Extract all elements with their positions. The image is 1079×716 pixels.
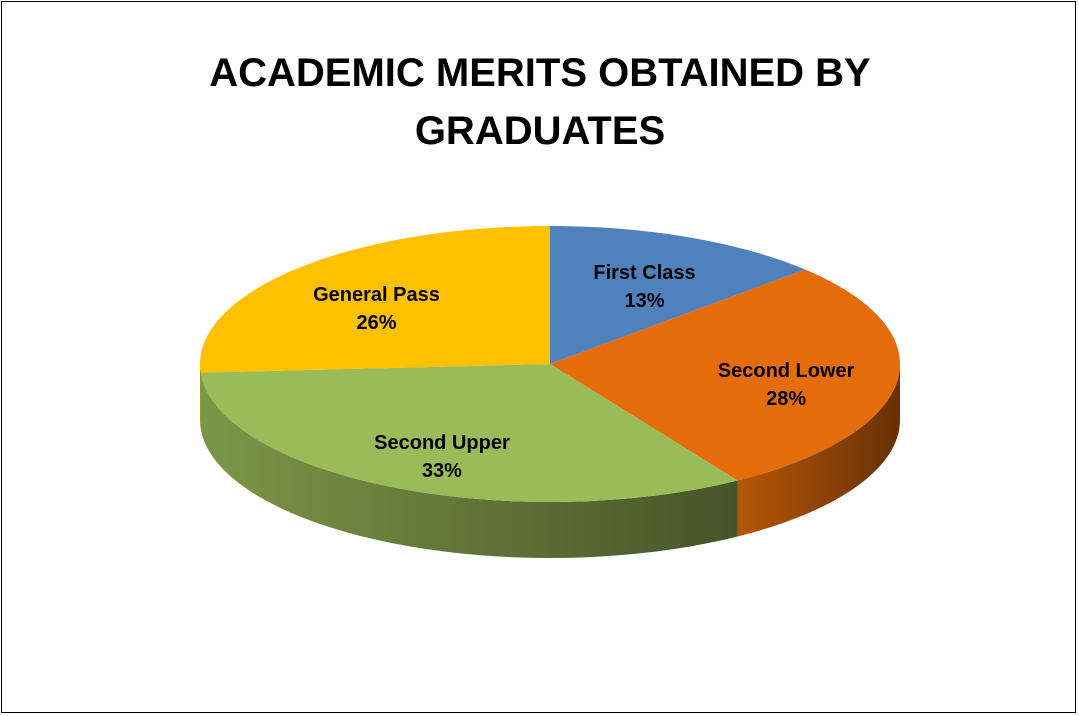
data-label-name: First Class [593, 262, 695, 284]
slice [550, 269, 900, 537]
data-label-value: 28% [766, 388, 806, 410]
data-label-name: Second Upper [374, 432, 510, 454]
slice-side [200, 372, 738, 558]
slice [550, 226, 806, 364]
data-label-value: 26% [356, 312, 396, 334]
slice-top [550, 226, 806, 364]
slice [200, 226, 551, 429]
slice-side [200, 364, 201, 429]
data-label-value: 33% [422, 460, 462, 482]
data-label-value: 13% [625, 290, 665, 312]
slice-top [550, 269, 900, 481]
slice-side [737, 364, 900, 537]
slice [200, 364, 738, 558]
data-label-name: General Pass [313, 284, 440, 306]
slice-top [200, 364, 738, 502]
data-label-name: Second Lower [718, 360, 855, 382]
chart-title: ACADEMIC MERITS OBTAINED BY GRADUATES [209, 51, 871, 153]
slice-top [200, 226, 551, 373]
